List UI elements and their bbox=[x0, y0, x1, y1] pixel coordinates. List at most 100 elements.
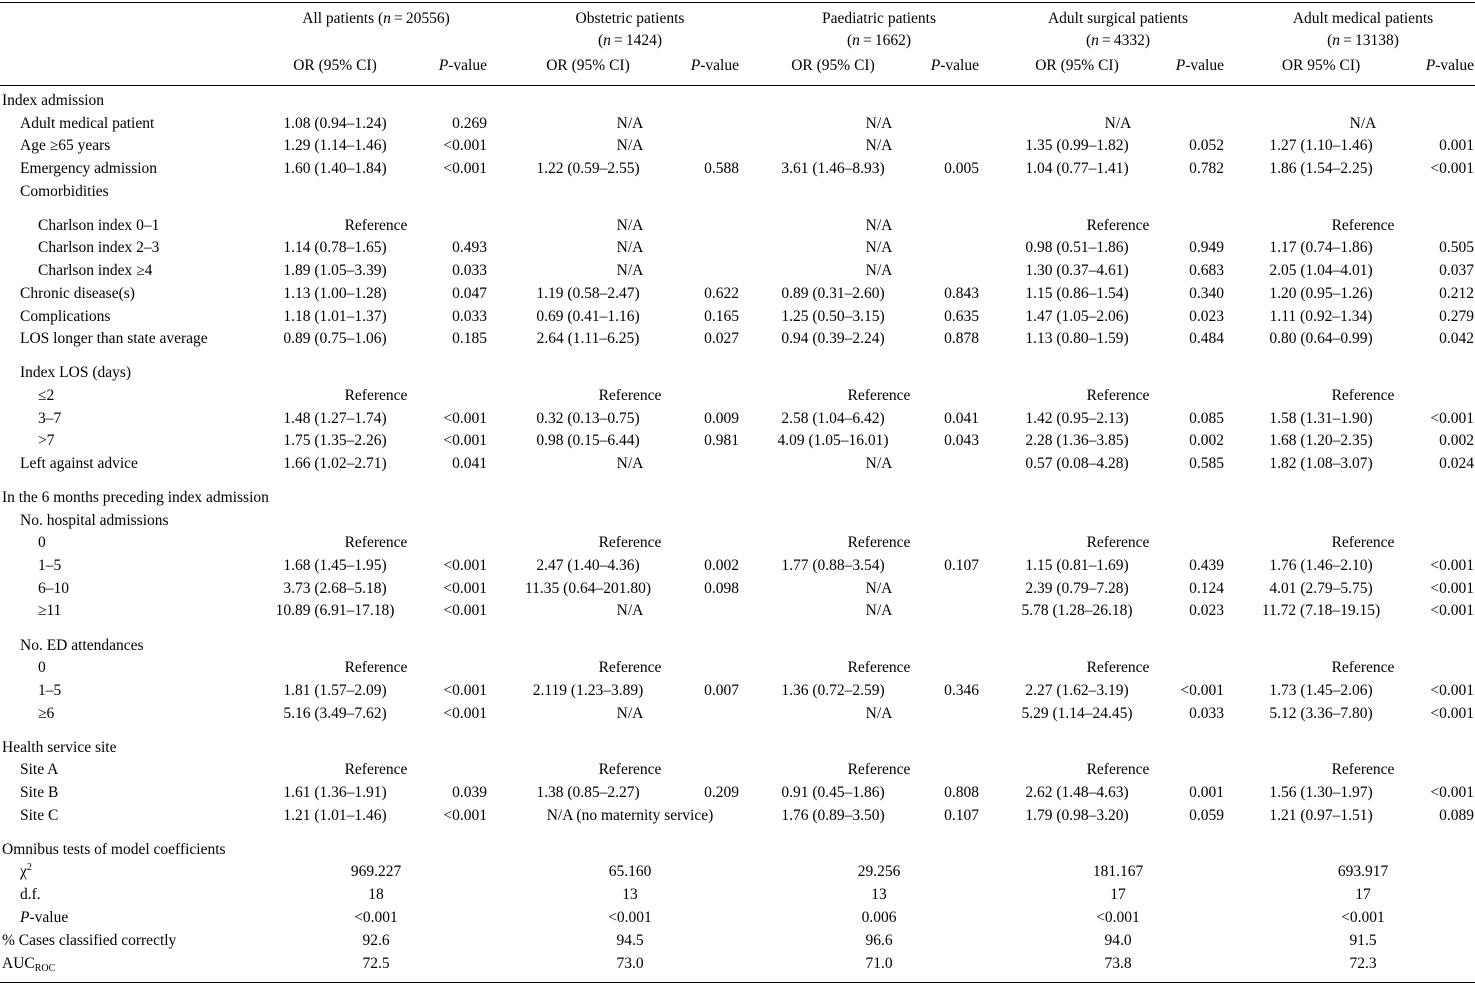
p-value-header: P-value bbox=[1144, 57, 1224, 74]
table-cell-or: 2.58 (1.04–6.42) bbox=[781, 410, 885, 427]
or-ci-header: OR (95% CI) bbox=[1035, 57, 1119, 74]
n-symbol: n bbox=[383, 10, 391, 27]
table-cell-p: 0.023 bbox=[1189, 602, 1224, 619]
table-cell-p: 0.165 bbox=[704, 308, 739, 325]
row-label-text: Site A bbox=[20, 761, 59, 778]
table-cell-or: 65.160 bbox=[608, 863, 652, 880]
p-suffix: -value bbox=[448, 57, 487, 74]
or-ci-header: OR 95% CI) bbox=[1281, 57, 1361, 74]
table-cell-or: 1.21 (1.01–1.46) bbox=[283, 807, 387, 824]
table-cell-or: Reference bbox=[847, 659, 911, 676]
table-cell-p: 0.505 bbox=[1439, 239, 1474, 256]
table-cell-or: N/A bbox=[616, 137, 644, 154]
table-cell-or: 1.30 (0.37–4.61) bbox=[1025, 262, 1129, 279]
table-cell-or: Reference bbox=[1086, 387, 1150, 404]
row-label-text: Site B bbox=[20, 784, 59, 801]
p-suffix: -value bbox=[700, 57, 739, 74]
table-cell-p: 0.439 bbox=[1189, 557, 1224, 574]
table-cell-or: 5.29 (1.14–24.45) bbox=[1021, 705, 1133, 722]
table-cell-or: 1.68 (1.45–1.95) bbox=[283, 557, 387, 574]
row-label-text: Age ≥65 years bbox=[20, 137, 111, 154]
group-name: Adult medical patients bbox=[1292, 10, 1434, 27]
table-cell-or: 0.006 bbox=[861, 909, 897, 926]
group-n: (n = 13138) bbox=[1327, 32, 1399, 49]
row-label: Omnibus tests of model coefficients bbox=[2, 841, 226, 858]
table-cell-p: 0.124 bbox=[1189, 580, 1224, 597]
table-cell-or: 0.32 (0.13–0.75) bbox=[536, 410, 640, 427]
table-cell-or: 1.18 (1.01–1.37) bbox=[283, 308, 387, 325]
row-label-text: χ bbox=[20, 863, 27, 880]
table-cell-or: N/A bbox=[616, 455, 644, 472]
row-label: 3–7 bbox=[38, 410, 61, 427]
row-label-text: 0 bbox=[38, 659, 46, 676]
row-label: 6–10 bbox=[38, 580, 69, 597]
table-rule bbox=[0, 982, 1475, 983]
table-cell-or: 0.57 (0.08–4.28) bbox=[1025, 455, 1129, 472]
row-label: Comorbidities bbox=[20, 183, 109, 200]
table-cell-or: N/A bbox=[865, 137, 893, 154]
table-cell-or: 1.82 (1.08–3.07) bbox=[1269, 455, 1373, 472]
table-cell-or: 18 bbox=[368, 886, 384, 903]
row-label: Charlson index 2–3 bbox=[38, 239, 159, 256]
table-cell-or: Reference bbox=[1331, 387, 1395, 404]
group-n: (n = 1424) bbox=[597, 32, 663, 49]
table-cell-p: <0.001 bbox=[443, 580, 487, 597]
table-cell-or: Reference bbox=[344, 217, 408, 234]
group-n: (n = 1662) bbox=[846, 32, 912, 49]
table-cell-or: 1.20 (0.95–1.26) bbox=[1269, 285, 1373, 302]
n-symbol: n bbox=[1091, 32, 1099, 49]
table-cell-or: 94.5 bbox=[616, 932, 644, 949]
row-label: Adult medical patient bbox=[20, 115, 154, 132]
table-cell-p: <0.001 bbox=[1430, 784, 1474, 801]
table-cell-or: 969.227 bbox=[350, 863, 402, 880]
table-cell-or: Reference bbox=[847, 387, 911, 404]
table-cell-p: 0.185 bbox=[452, 330, 487, 347]
table-cell-or: 73.0 bbox=[616, 955, 644, 972]
table-cell-or: 1.79 (0.98–3.20) bbox=[1025, 807, 1129, 824]
p-symbol: P bbox=[438, 57, 449, 74]
n-symbol: n bbox=[852, 32, 860, 49]
table-cell-p: 0.843 bbox=[944, 285, 979, 302]
p-suffix: -value bbox=[940, 57, 979, 74]
table-cell-or: N/A (no maternity service) bbox=[546, 807, 714, 824]
row-label-text: 1–5 bbox=[38, 682, 62, 699]
table-cell-p: 0.009 bbox=[704, 410, 739, 427]
table-cell-or: 11.35 (0.64–201.80) bbox=[525, 580, 651, 597]
row-label-text: 0 bbox=[38, 534, 46, 551]
table-cell-or: Reference bbox=[1331, 659, 1395, 676]
table-cell-p: 0.052 bbox=[1189, 137, 1224, 154]
table-cell-or: N/A bbox=[1104, 115, 1132, 132]
table-cell-p: 0.878 bbox=[944, 330, 979, 347]
table-cell-p: 0.001 bbox=[1439, 137, 1474, 154]
n-value: 13138 bbox=[1354, 32, 1394, 49]
table-cell-or: 1.14 (0.78–1.65) bbox=[283, 239, 387, 256]
table-cell-p: 0.808 bbox=[944, 784, 979, 801]
table-cell-or: 72.5 bbox=[362, 955, 390, 972]
table-cell-or: 1.66 (1.02–2.71) bbox=[283, 455, 387, 472]
table-cell-or: 10.89 (6.91–17.18) bbox=[275, 602, 395, 619]
table-cell-or: 1.61 (1.36–1.91) bbox=[283, 784, 387, 801]
row-label: Charlson index ≥4 bbox=[38, 262, 152, 279]
table-cell-p: 0.089 bbox=[1439, 807, 1474, 824]
table-cell-or: 1.56 (1.30–1.97) bbox=[1269, 784, 1373, 801]
table-cell-p: <0.001 bbox=[443, 807, 487, 824]
table-cell-or: N/A bbox=[616, 115, 644, 132]
table-cell-or: <0.001 bbox=[608, 909, 652, 926]
table-cell-or: 91.5 bbox=[1349, 932, 1377, 949]
row-label: P-value bbox=[20, 909, 68, 926]
column-group-header: Paediatric patients (n = 1662) bbox=[759, 8, 999, 52]
table-cell-or: 2.28 (1.36–3.85) bbox=[1025, 432, 1129, 449]
table-cell-p: <0.001 bbox=[443, 432, 487, 449]
table-cell-or: 1.76 (1.46–2.10) bbox=[1269, 557, 1373, 574]
table-cell-p: 0.493 bbox=[452, 239, 487, 256]
row-label-superscript: 2 bbox=[26, 862, 32, 873]
table-cell-p: 0.002 bbox=[704, 557, 739, 574]
table-cell-p: 0.981 bbox=[704, 432, 739, 449]
table-cell-or: 1.68 (1.20–2.35) bbox=[1269, 432, 1373, 449]
table-cell-or: Reference bbox=[344, 761, 408, 778]
table-cell-or: Reference bbox=[1086, 217, 1150, 234]
row-label-text: Site C bbox=[20, 807, 59, 824]
column-group-header: Adult surgical patients (n = 4332) bbox=[998, 8, 1238, 52]
table-cell-or: 5.12 (3.36–7.80) bbox=[1269, 705, 1373, 722]
table-cell-p: 0.027 bbox=[704, 330, 739, 347]
